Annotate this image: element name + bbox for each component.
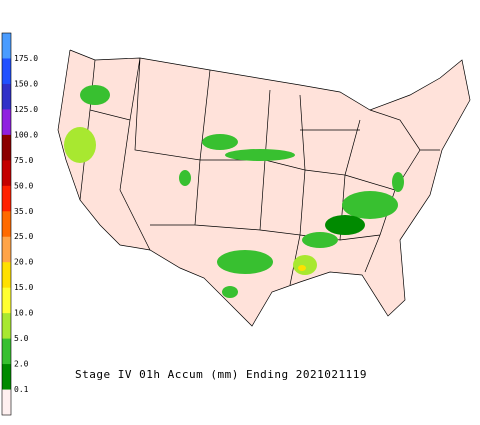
rain-area <box>202 134 238 150</box>
legend-label: 150.0 <box>14 79 38 88</box>
legend-label: 35.0 <box>14 207 33 216</box>
legend-swatch <box>2 160 11 187</box>
legend-label: 50.0 <box>14 181 33 190</box>
legend-swatch <box>2 58 11 85</box>
legend-swatch <box>2 364 11 391</box>
legend-swatch <box>2 83 11 110</box>
rain-area <box>298 265 306 271</box>
legend-label: 100.0 <box>14 130 38 139</box>
rain-area <box>293 255 317 275</box>
map-title: Stage IV 01h Accum (mm) Ending 202102111… <box>75 368 367 381</box>
us-outline <box>57 49 471 327</box>
precipitation <box>64 85 404 298</box>
legend-swatch <box>2 33 11 59</box>
rain-area <box>342 191 398 219</box>
legend: 175.0 150.0 125.0 100.0 75.0 50.0 35.0 25.0 20.0… <box>1 32 38 416</box>
legend-swatch <box>2 313 11 340</box>
legend-label: 2.0 <box>14 360 29 369</box>
rain-area <box>225 149 295 161</box>
legend-label: 0.1 <box>14 385 29 394</box>
legend-label: 10.0 <box>14 309 33 318</box>
legend-swatch <box>2 287 11 314</box>
map <box>57 49 471 327</box>
legend-swatch <box>2 185 11 212</box>
rain-area <box>222 286 238 298</box>
rain-area <box>80 85 110 105</box>
legend-swatch <box>2 389 11 416</box>
rain-area <box>325 215 365 235</box>
legend-swatch <box>2 262 11 289</box>
rain-area <box>392 172 404 192</box>
legend-label: 25.0 <box>14 232 33 241</box>
legend-swatch <box>2 236 11 263</box>
rain-area <box>302 232 338 248</box>
rain-area <box>217 250 273 274</box>
legend-label: 75.0 <box>14 156 33 165</box>
coverage <box>58 50 470 326</box>
legend-swatch <box>2 109 11 136</box>
legend-swatch <box>2 134 11 161</box>
legend-label: 20.0 <box>14 258 33 267</box>
legend-label: 125.0 <box>14 105 38 114</box>
legend-label: 175.0 <box>14 54 38 63</box>
legend-swatch <box>2 211 11 238</box>
rain-area <box>179 170 191 186</box>
legend-frame <box>1 32 12 416</box>
rain-area <box>64 127 96 163</box>
legend-label: 15.0 <box>14 283 33 292</box>
legend-label: 5.0 <box>14 334 29 343</box>
legend-swatch <box>2 338 11 365</box>
